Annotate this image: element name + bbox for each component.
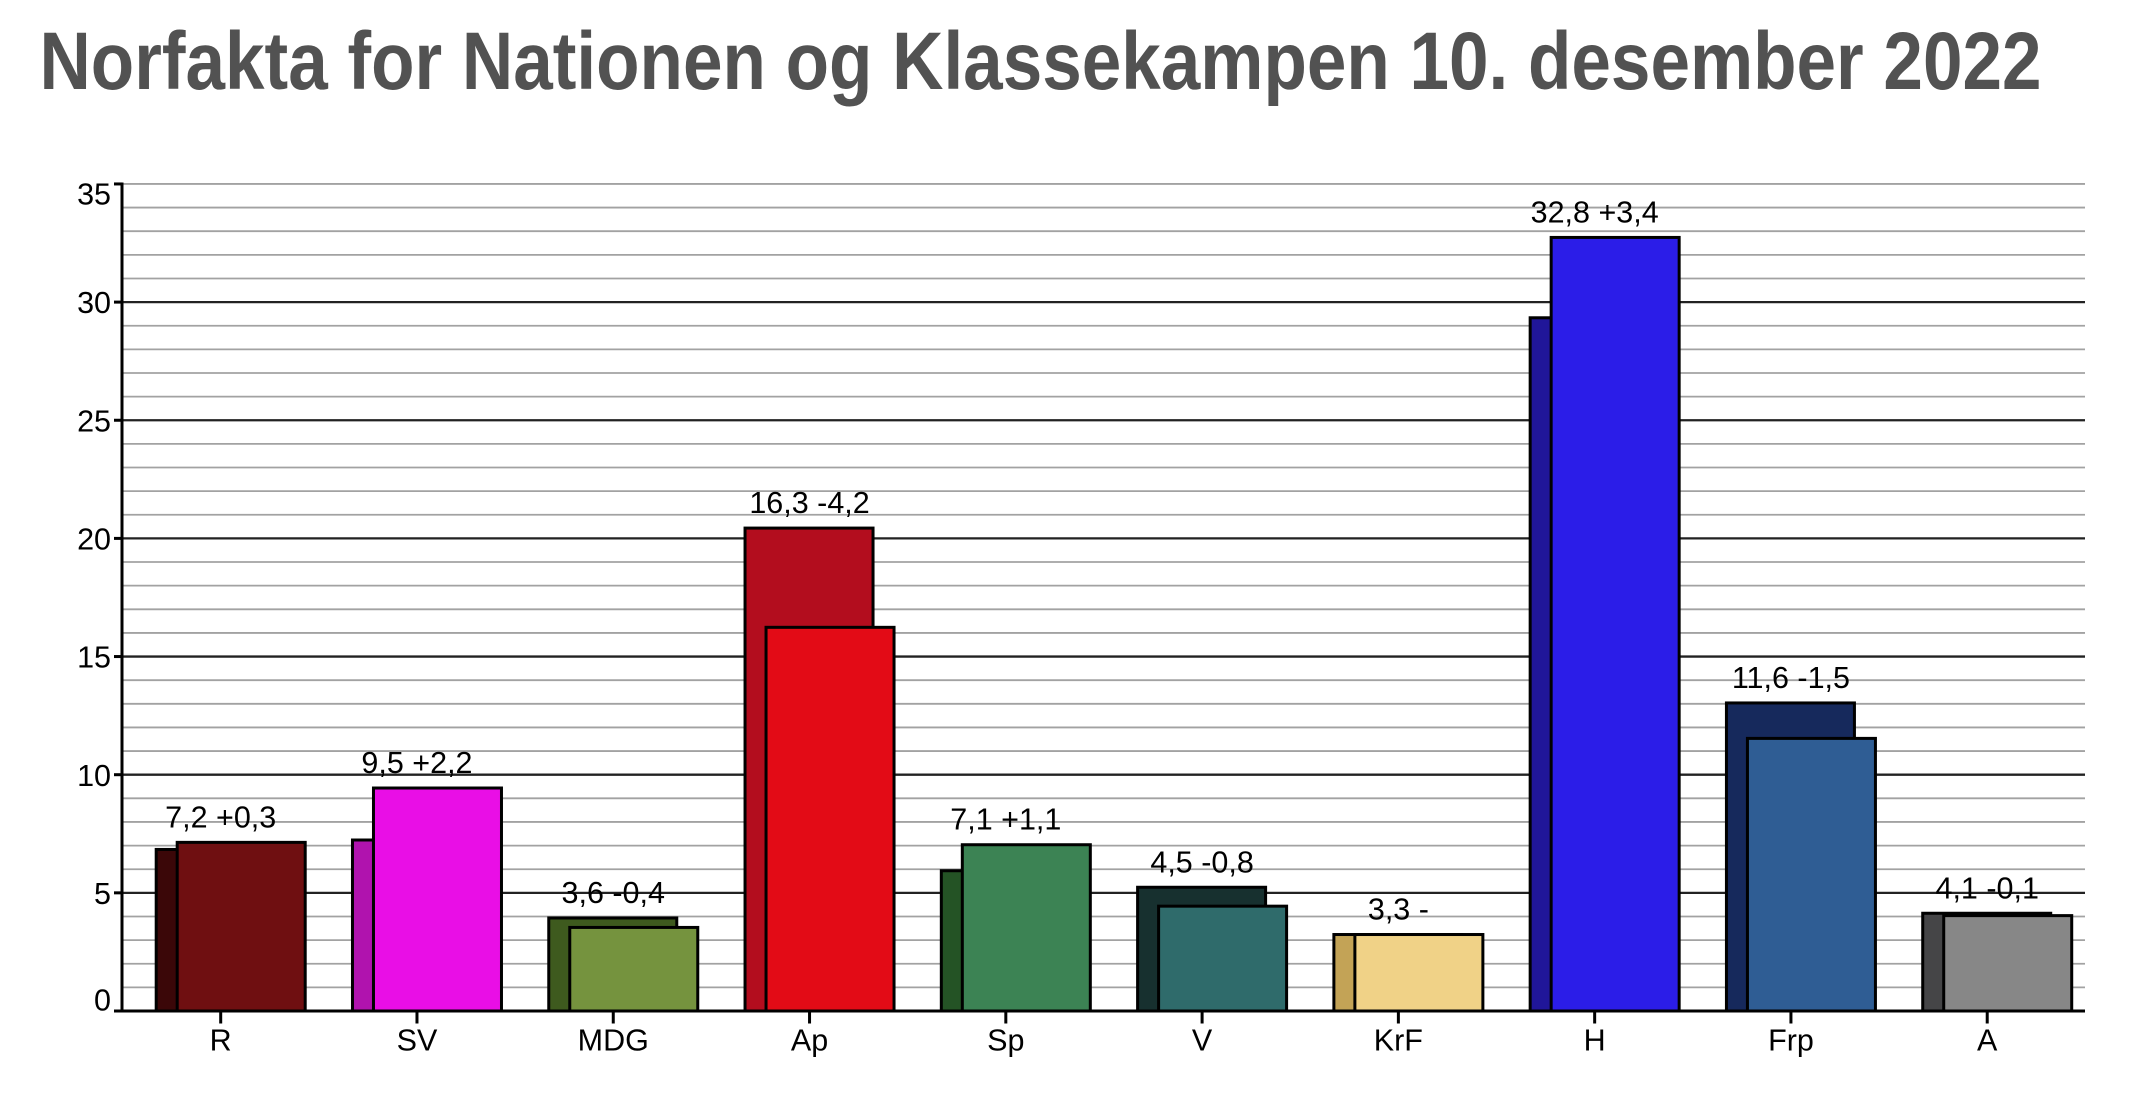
svg-text:V: V	[1192, 1024, 1213, 1058]
svg-text:35: 35	[77, 178, 111, 212]
svg-text:Norfakta for Nationen og Klass: Norfakta for Nationen og Klassekampen 10…	[40, 16, 2042, 107]
svg-text:30: 30	[77, 286, 111, 320]
svg-text:16,3 -4,2: 16,3 -4,2	[749, 486, 869, 520]
svg-text:0: 0	[94, 983, 111, 1017]
svg-text:10: 10	[77, 759, 111, 793]
svg-text:Frp: Frp	[1768, 1024, 1814, 1058]
svg-text:Sp: Sp	[987, 1024, 1024, 1058]
svg-text:20: 20	[77, 523, 111, 557]
svg-text:SV: SV	[397, 1024, 438, 1058]
svg-text:A: A	[1977, 1024, 1998, 1058]
svg-text:Ap: Ap	[791, 1024, 828, 1058]
svg-text:4,1 -0,1: 4,1 -0,1	[1936, 871, 2039, 905]
svg-text:11,6 -1,5: 11,6 -1,5	[1732, 661, 1850, 695]
svg-text:4,5 -0,8: 4,5 -0,8	[1150, 845, 1253, 879]
svg-text:3,6 -0,4: 3,6 -0,4	[562, 876, 665, 910]
svg-text:MDG: MDG	[578, 1024, 649, 1058]
svg-text:15: 15	[77, 641, 111, 675]
svg-text:3,3 -: 3,3 -	[1368, 893, 1429, 927]
svg-text:7,2 +0,3: 7,2 +0,3	[165, 800, 276, 834]
svg-text:9,5 +2,2: 9,5 +2,2	[361, 746, 472, 780]
svg-text:7,1 +1,1: 7,1 +1,1	[950, 803, 1061, 837]
svg-text:KrF: KrF	[1374, 1024, 1423, 1058]
svg-text:25: 25	[77, 404, 111, 438]
svg-text:5: 5	[94, 877, 111, 911]
svg-text:R: R	[210, 1024, 232, 1058]
svg-text:32,8 +3,4: 32,8 +3,4	[1531, 195, 1659, 229]
svg-text:H: H	[1584, 1024, 1606, 1058]
